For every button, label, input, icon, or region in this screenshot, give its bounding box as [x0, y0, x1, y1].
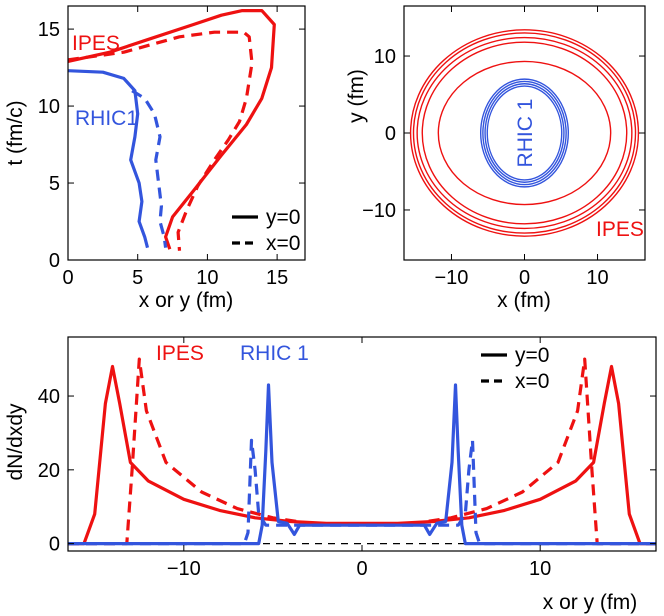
contour-1	[421, 41, 628, 225]
y-tick-label: 15	[38, 19, 60, 41]
annotation-ipes: IPES	[156, 342, 204, 365]
x-tick-label: −10	[435, 267, 469, 289]
panel-bottom	[67, 336, 657, 552]
legend-label: y=0	[266, 206, 300, 229]
x-tick-label: 10	[586, 267, 608, 289]
series-line-2	[68, 357, 656, 546]
y-axis-label: dN/dxdy	[4, 403, 27, 481]
contour-2	[416, 36, 633, 230]
y-tick-label: 0	[49, 250, 60, 272]
y-tick-label: −10	[362, 200, 396, 222]
series-line-4	[68, 438, 656, 546]
panel-top-right	[403, 5, 646, 261]
plot-area	[68, 9, 276, 251]
legend-label: x=0	[266, 232, 300, 255]
series-line-2	[68, 69, 150, 249]
annotation-ipes: IPES	[596, 218, 644, 241]
contour-4	[409, 29, 640, 237]
series-line-1	[68, 30, 254, 251]
contour-8	[479, 78, 570, 188]
y-tick-label: 20	[38, 460, 60, 482]
y-tick-label: 10	[374, 46, 396, 68]
x-tick-label: 15	[266, 267, 288, 289]
x-tick-label: 0	[519, 267, 530, 289]
plot-frame	[67, 336, 657, 552]
panel-top-left	[67, 5, 306, 261]
x-tick-label: 0	[62, 267, 73, 289]
series-line-3	[68, 383, 656, 546]
contour-0	[437, 60, 612, 206]
annotation-ipes: IPES	[72, 32, 120, 55]
y-axis-label: y (fm)	[345, 69, 368, 123]
contour-5	[486, 85, 563, 181]
legend-label: y=0	[515, 344, 549, 367]
series-line-0	[68, 9, 276, 250]
contour-7	[482, 80, 567, 186]
series-line-1	[68, 364, 656, 546]
y-tick-label: 0	[49, 534, 60, 556]
annotation-rhic: RHIC 1	[240, 342, 309, 365]
legend-label: x=0	[515, 370, 549, 393]
y-tick-label: 5	[49, 173, 60, 195]
x-tick-label: 5	[132, 267, 143, 289]
y-tick-label: 0	[385, 123, 396, 145]
x-tick-label: 0	[356, 558, 367, 580]
x-tick-label: 10	[529, 558, 551, 580]
x-axis-label: x or y (fm)	[543, 591, 638, 614]
x-tick-label: −10	[167, 558, 201, 580]
plot-frame	[67, 5, 306, 261]
x-axis-label: x or y (fm)	[139, 289, 234, 312]
annotation-rhic1: RHIC1	[75, 107, 138, 130]
series-line-3	[131, 89, 168, 248]
contour-3	[412, 32, 637, 234]
plot-area	[409, 29, 640, 237]
contour-6	[484, 83, 565, 183]
y-tick-label: 10	[38, 96, 60, 118]
y-tick-label: 40	[38, 386, 60, 408]
y-axis-label: t (fm/c)	[4, 100, 27, 165]
annotation-rhic: RHIC 1	[514, 99, 537, 168]
x-axis-label: x (fm)	[497, 289, 551, 312]
plot-area	[68, 357, 656, 546]
x-tick-label: 10	[196, 267, 218, 289]
